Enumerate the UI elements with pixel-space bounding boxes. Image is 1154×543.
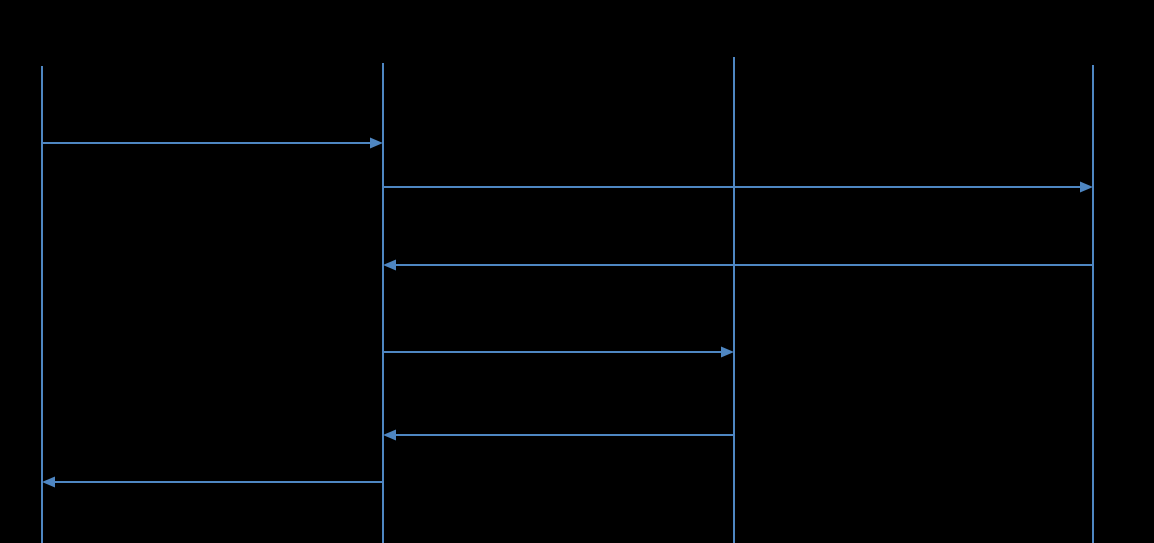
- message-1-arrowhead-right-icon: [370, 137, 383, 149]
- message-2-arrowhead-right-icon: [1080, 181, 1093, 193]
- message-5-arrowhead-left-icon: [383, 429, 396, 441]
- message-3-arrowhead-left-icon: [383, 259, 396, 271]
- message-4-arrowhead-right-icon: [721, 346, 734, 358]
- message-6-arrowhead-left-icon: [42, 476, 55, 488]
